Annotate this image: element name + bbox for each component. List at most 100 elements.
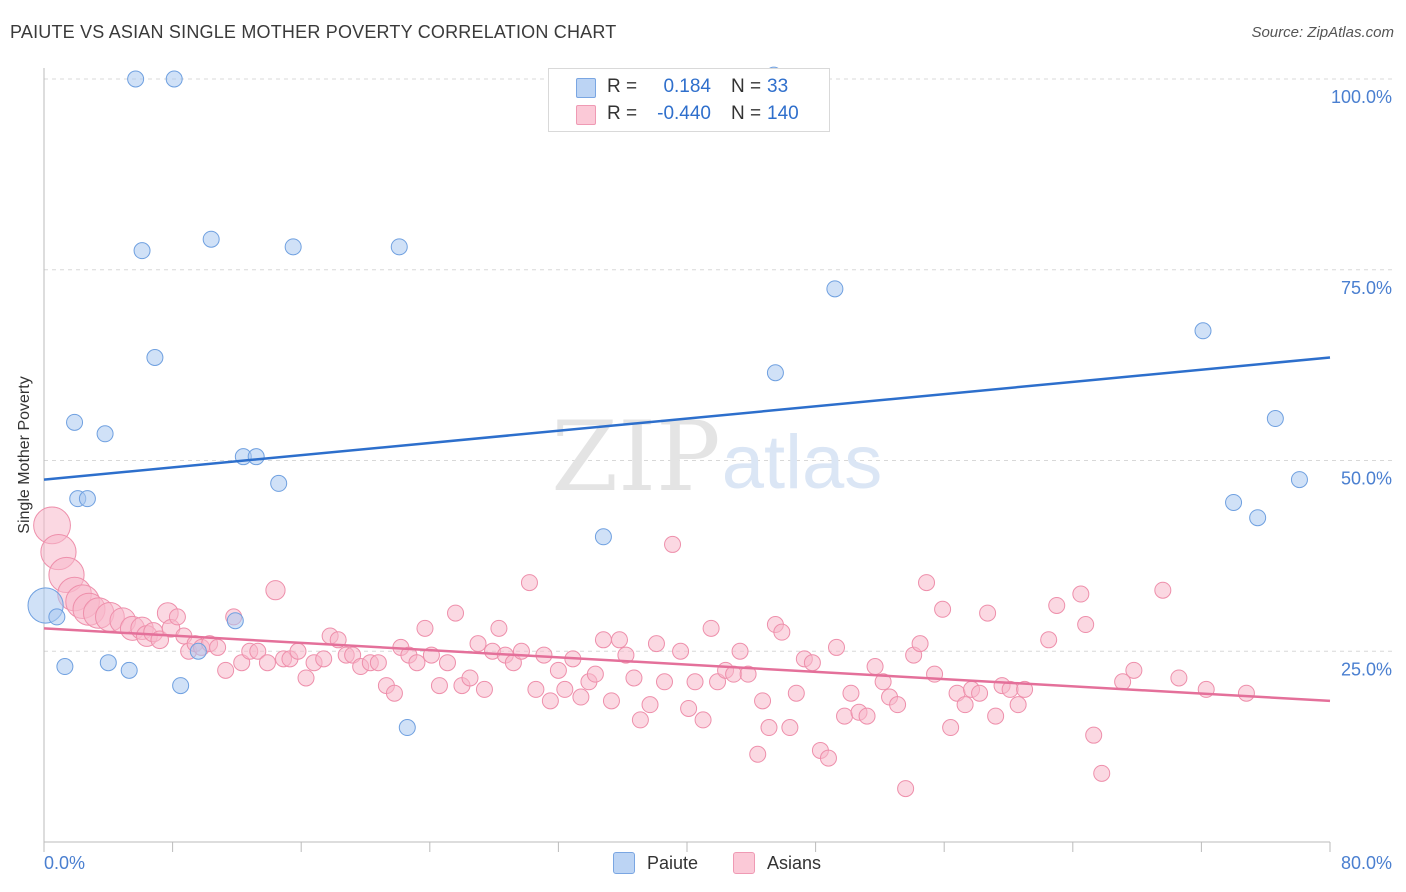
legend-swatch-paiute — [576, 78, 596, 98]
asians-point — [631, 711, 649, 729]
asians-point — [1154, 581, 1172, 599]
asians-point — [1072, 585, 1090, 603]
asians-point — [680, 699, 698, 717]
watermark-zip: ZIP — [551, 401, 720, 513]
asians-point — [803, 654, 821, 672]
series-paiute — [27, 66, 1308, 737]
asians-point — [760, 719, 778, 737]
asians-point — [672, 642, 690, 660]
chart-title: PAIUTE VS ASIAN SINGLE MOTHER POVERTY CO… — [10, 22, 617, 42]
asians-point — [866, 658, 884, 676]
asians-point — [556, 680, 574, 698]
asians-point — [979, 604, 997, 622]
asians-point — [1085, 726, 1103, 744]
paiute-point — [1249, 509, 1267, 527]
asians-point — [1016, 680, 1034, 698]
asians-point — [461, 669, 479, 687]
asians-point — [520, 574, 538, 592]
asians-point — [369, 654, 387, 672]
gridlines — [44, 78, 1392, 652]
paiute-point — [1225, 493, 1243, 511]
asians-point — [702, 619, 720, 637]
asians-point — [430, 677, 448, 695]
asians-point — [1009, 696, 1027, 714]
asians-trend-line — [43, 627, 1331, 703]
asians-point — [625, 669, 643, 687]
paiute-point — [1266, 410, 1284, 428]
paiute-point — [270, 474, 288, 492]
paiute-point — [146, 348, 164, 366]
asians-point — [438, 654, 456, 672]
axes — [43, 68, 1331, 852]
legend-label-asians: Asians — [767, 852, 822, 873]
legend-n-value: 33 — [767, 76, 789, 97]
asians-point — [265, 580, 286, 601]
asians-point — [655, 673, 673, 691]
source-label: Source: ZipAtlas.com — [1251, 24, 1394, 41]
asians-point — [1040, 631, 1058, 649]
paiute-point — [48, 608, 66, 626]
paiute-point — [826, 280, 844, 298]
asians-point — [911, 635, 929, 653]
asians-point — [572, 688, 590, 706]
asians-point — [858, 707, 876, 725]
asians-point — [971, 684, 989, 702]
series-legend: Paiute Asians — [0, 850, 1406, 880]
asians-point — [647, 635, 665, 653]
paiute-point — [1290, 471, 1308, 489]
asians-point — [956, 696, 974, 714]
legend-item-paiute[interactable]: Paiute — [613, 852, 698, 874]
paiute-point — [78, 490, 96, 508]
paiute-point — [99, 654, 117, 672]
asians-point — [819, 749, 837, 767]
legend-swatch-paiute — [613, 852, 635, 874]
asians-point — [641, 696, 659, 714]
asians-point — [1237, 684, 1255, 702]
y-tick-label: 100.0% — [1331, 87, 1392, 107]
legend-r-label: R = — [607, 76, 638, 97]
asians-point — [1093, 764, 1111, 782]
paiute-point — [165, 70, 183, 88]
asians-point — [490, 619, 508, 637]
asians-point — [289, 642, 307, 660]
paiute-point — [1194, 322, 1212, 340]
watermark-atlas: atlas — [722, 420, 883, 505]
asians-point — [749, 745, 767, 763]
asians-point — [1077, 616, 1095, 634]
asians-point — [447, 604, 465, 622]
asians-point — [408, 654, 426, 672]
asians-point — [586, 665, 604, 683]
asians-point — [787, 684, 805, 702]
y-tick-label: 25.0% — [1341, 659, 1392, 679]
asians-point — [416, 619, 434, 637]
asians-point — [754, 692, 772, 710]
asians-point — [527, 680, 545, 698]
asians-point — [168, 608, 186, 626]
asians-point — [739, 665, 757, 683]
asians-point — [987, 707, 1005, 725]
asians-point — [874, 673, 892, 691]
asians-point — [617, 646, 635, 664]
paiute-point — [189, 642, 207, 660]
paiute-point — [56, 658, 74, 676]
y-tick-label: 75.0% — [1341, 278, 1392, 298]
legend-n-label: N = — [731, 76, 762, 97]
paiute-point — [127, 70, 145, 88]
tick-labels: 25.0% 50.0% 75.0% 100.0% 0.0% 80.0% — [44, 87, 1392, 873]
paiute-point — [390, 238, 408, 256]
paiute-point — [96, 425, 114, 443]
asians-point — [918, 574, 936, 592]
legend-item-asians[interactable]: Asians — [733, 852, 821, 874]
asians-point — [897, 780, 915, 798]
series-asians — [33, 506, 1255, 798]
asians-point — [1048, 596, 1066, 614]
paiute-trend-line — [43, 356, 1331, 481]
legend-n-label: N = — [731, 103, 762, 124]
legend-n-value: 140 — [767, 103, 799, 124]
y-tick-label: 50.0% — [1341, 469, 1392, 489]
asians-point — [836, 707, 854, 725]
legend-label-paiute: Paiute — [647, 852, 699, 873]
asians-point — [258, 654, 276, 672]
asians-point — [209, 638, 227, 656]
